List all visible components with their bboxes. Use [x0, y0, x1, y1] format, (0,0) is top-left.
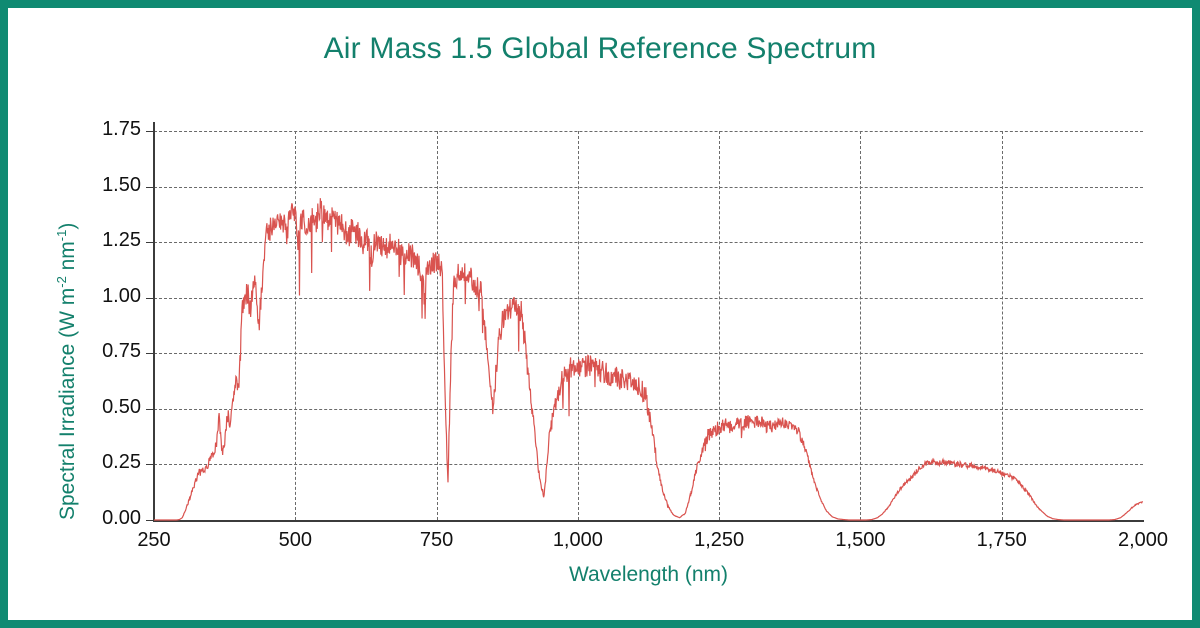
y-axis-label-part1: Spectral Irradiance (W m: [56, 287, 79, 520]
y-tick-label: 1.00: [102, 284, 141, 307]
x-axis-label: Wavelength (nm): [568, 563, 729, 586]
gridline-horizontal: [154, 353, 1143, 355]
gridline-vertical: [295, 131, 297, 520]
x-tick-label: 1,250: [694, 529, 745, 551]
gridline-vertical: [577, 131, 579, 520]
y-tick-label: 0.50: [102, 395, 141, 418]
y-tick-mark: [146, 131, 154, 132]
x-tick-label: 250: [137, 529, 171, 551]
x-tick-label: 2,000: [1117, 529, 1169, 551]
gridline-horizontal: [154, 131, 1143, 132]
y-tick-mark: [146, 297, 154, 299]
x-tick-label: 1,750: [976, 529, 1027, 551]
gridline-horizontal: [154, 186, 1143, 188]
spectrum-path: [154, 198, 1143, 521]
gridline-vertical: [860, 131, 862, 520]
y-axis-label-part3: ): [56, 222, 79, 230]
x-tick-label: 750: [419, 529, 454, 551]
gridline-horizontal: [154, 242, 1143, 244]
y-tick-mark: [146, 242, 154, 244]
x-tick-label: 1,500: [835, 529, 886, 551]
y-axis-label-sup2: -1: [54, 229, 69, 242]
y-tick-label: 0.00: [102, 507, 141, 529]
y-tick-label: 1.75: [102, 118, 141, 140]
y-axis-label-sup1: -2: [54, 276, 69, 288]
y-axis-label-part2: nm: [56, 241, 79, 277]
gridline-vertical: [436, 131, 438, 520]
y-tick-mark: [146, 408, 154, 410]
x-tick-label: 500: [278, 529, 312, 551]
y-tick-mark: [146, 520, 154, 521]
x-tick-label: 1,000: [552, 529, 603, 551]
y-tick-label: 1.25: [102, 229, 141, 252]
plot-area: 0.00 0.25 0.50 0.75 1.00 1.25 1.50 1.75 250 500 7…: [102, 118, 1168, 551]
y-tick-mark: [146, 353, 154, 355]
y-tick-label: 0.75: [102, 340, 141, 363]
y-tick-label: 1.50: [102, 173, 141, 196]
plot-background: [154, 131, 1143, 520]
gridline-horizontal: [154, 464, 1143, 466]
chart-title: Air Mass 1.5 Global Reference Spectrum: [323, 32, 877, 65]
y-axis-label-text: Spectral Irradiance (W m-2 nm-1): [54, 223, 80, 520]
chart-frame: Air Mass 1.5 Global Reference Spectrum S…: [8, 8, 1192, 620]
y-tick-mark: [146, 464, 154, 466]
gridline-horizontal: [154, 297, 1143, 299]
y-tick-mark: [146, 186, 154, 188]
x-axis-line: [153, 520, 1144, 522]
y-axis-line: [153, 122, 155, 521]
spectrum-curve: [154, 198, 1143, 521]
gridline-vertical: [1001, 131, 1003, 520]
gridline-vertical: [719, 131, 721, 520]
y-tick-label: 0.25: [102, 451, 141, 474]
